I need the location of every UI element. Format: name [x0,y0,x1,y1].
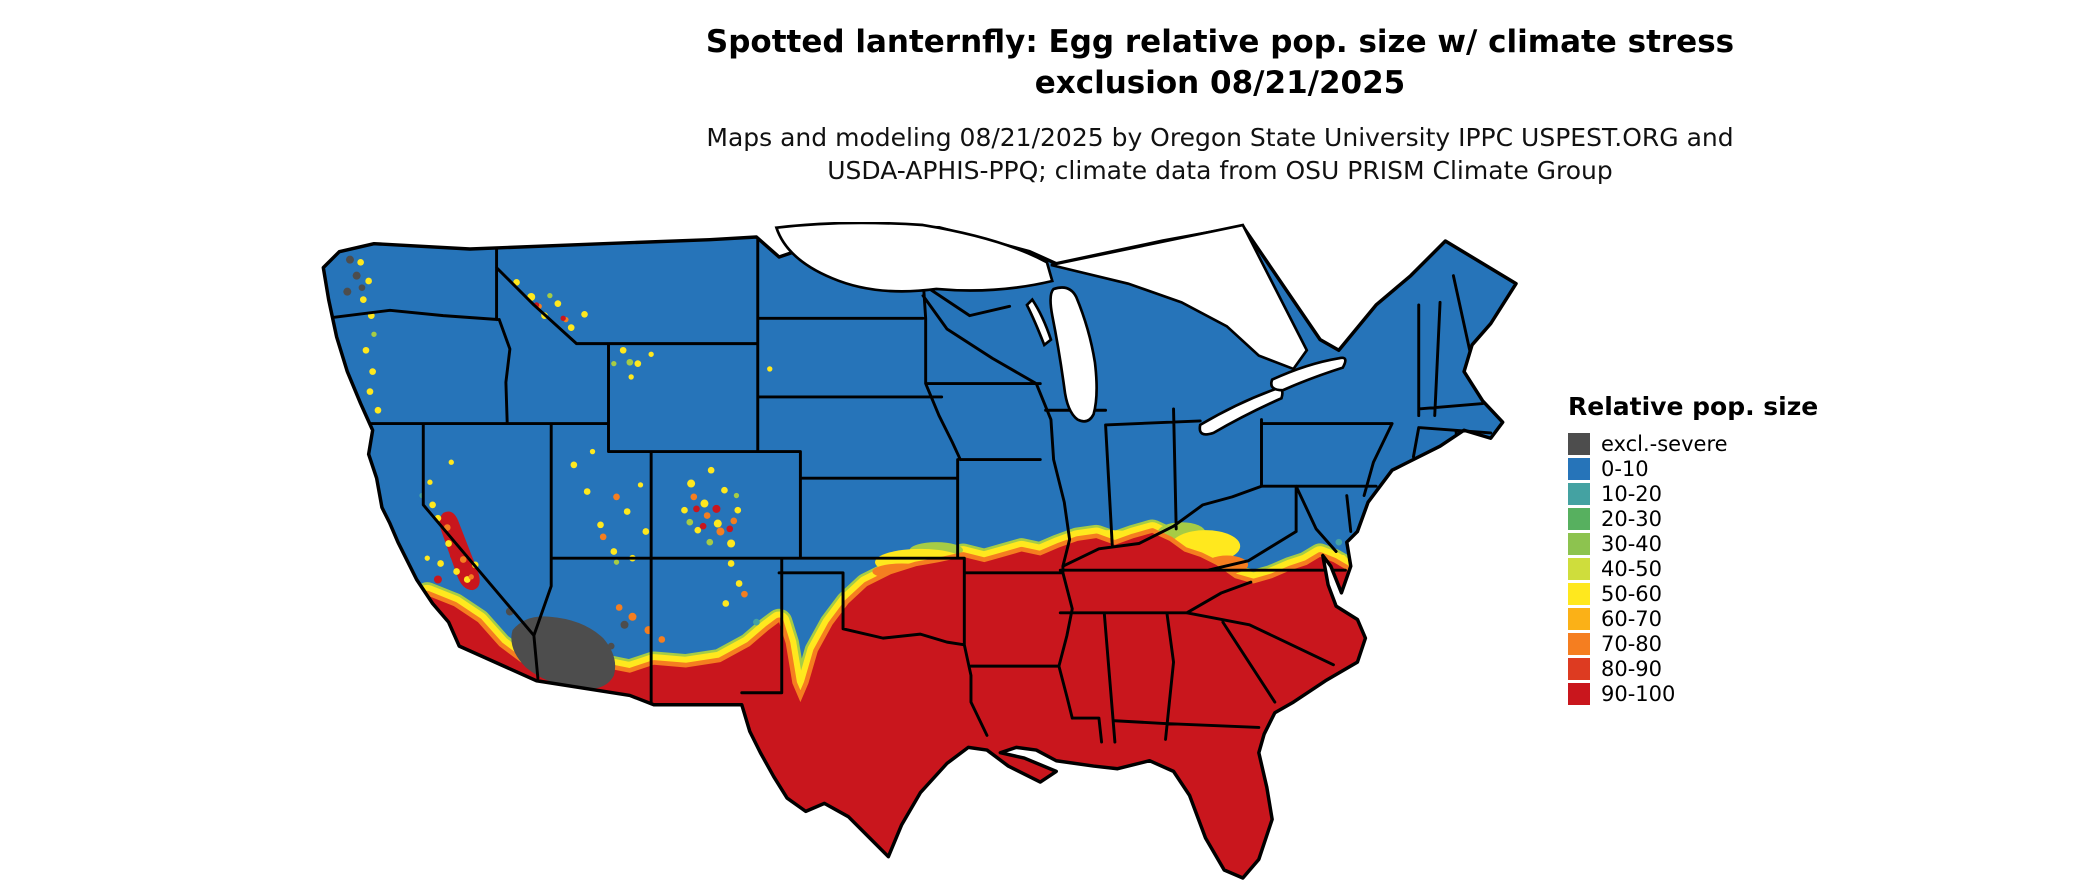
legend-item: 90-100 [1568,683,1818,705]
legend-title: Relative pop. size [1568,392,1819,421]
lake-erie [1198,387,1284,436]
legend-item-label: 70-80 [1601,632,1663,656]
legend-item-label: excl.-severe [1601,432,1728,456]
legend-item-label: 30-40 [1601,532,1663,556]
lake-michigan [1049,286,1098,423]
legend-item: 0-10 [1568,458,1818,480]
legend-item-label: 60-70 [1601,607,1663,631]
figure-subtitle: Maps and modeling 08/21/2025 by Oregon S… [345,122,2095,187]
legend-item: 80-90 [1568,658,1818,680]
lake-superior [774,222,1054,293]
legend-swatch [1568,458,1590,480]
us-map [310,222,1556,892]
great-lakes [774,222,1347,436]
legend-item: 10-20 [1568,483,1818,505]
legend-swatch [1568,433,1590,455]
figure-title-line2: exclusion 08/21/2025 [1034,64,1406,101]
legend-item-label: 90-100 [1601,682,1676,706]
legend-swatch [1568,583,1590,605]
legend-swatch [1568,508,1590,530]
legend-item-label: 50-60 [1601,582,1663,606]
legend-item: excl.-severe [1568,433,1818,455]
legend-item: 50-60 [1568,583,1818,605]
legend-swatch [1568,558,1590,580]
legend-item-label: 10-20 [1601,482,1663,506]
us-map-svg [321,222,1518,880]
legend-swatch [1568,633,1590,655]
legend: Relative pop. size excl.-severe 0-10 10-… [1568,392,1818,708]
legend-item: 70-80 [1568,633,1818,655]
state-borders [324,236,1493,744]
legend-swatch [1568,683,1590,705]
green-bay [1025,297,1053,348]
figure-subtitle-line2: USDA-APHIS-PPQ; climate data from OSU PR… [827,155,1613,185]
legend-swatch [1568,483,1590,505]
legend-item: 20-30 [1568,508,1818,530]
legend-swatch [1568,608,1590,630]
terrain-speckles [343,255,1347,643]
legend-item: 30-40 [1568,533,1818,555]
legend-item-label: 0-10 [1601,457,1649,481]
us-outline [321,224,1518,880]
legend-item: 40-50 [1568,558,1818,580]
lake-huron [1050,223,1309,371]
legend-item-label: 40-50 [1601,557,1663,581]
legend-item-label: 80-90 [1601,657,1663,681]
legend-item: 60-70 [1568,608,1818,630]
figure-subtitle-line1: Maps and modeling 08/21/2025 by Oregon S… [706,123,1734,152]
figure-title-line1: Spotted lanternfly: Egg relative pop. si… [705,24,1735,60]
lake-ontario [1269,356,1347,392]
legend-item-label: 20-30 [1601,507,1663,531]
legend-swatch [1568,658,1590,680]
figure-title: Spotted lanternfly: Egg relative pop. si… [345,22,2095,104]
legend-swatch [1568,533,1590,555]
